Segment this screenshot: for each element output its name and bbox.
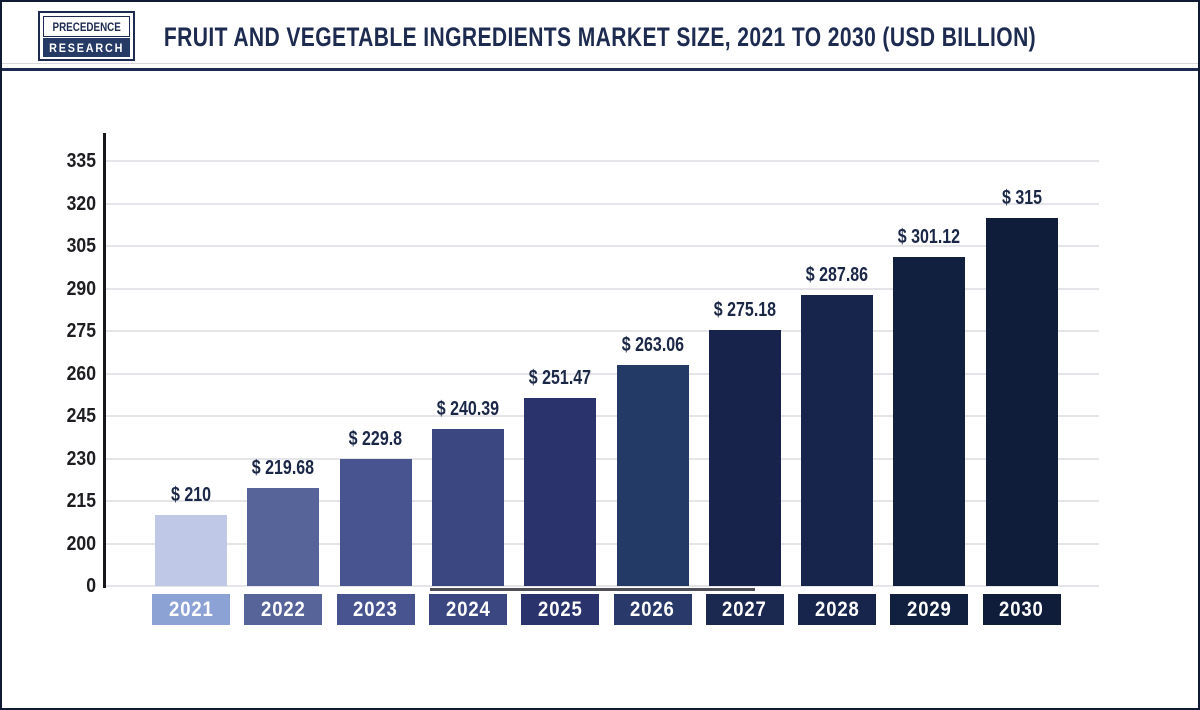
bar-value-2029: $ 301.12 [859, 227, 999, 247]
bar-value-text-2023: $ 229.8 [348, 428, 403, 451]
bar-value-2022: $ 219.68 [213, 458, 353, 478]
x-category-text-2021: 2021 [168, 597, 214, 621]
x-category-2022: 2022 [244, 594, 323, 625]
bar-value-2027: $ 275.18 [675, 300, 815, 320]
bar-value-text-2025: $ 251.47 [529, 366, 592, 389]
gridline-230 [106, 457, 1099, 460]
gridline-335 [106, 160, 1099, 162]
y-tick-label-245: 245 [66, 405, 96, 427]
gridline-305 [106, 245, 1099, 247]
gridline-200 [106, 542, 1099, 545]
logo-text-research: RESEARCH [48, 40, 125, 55]
bar-value-2030: $ 315 [952, 188, 1092, 208]
x-category-2024: 2024 [428, 594, 507, 625]
bar-2027 [708, 330, 781, 586]
y-tick-label-215: 215 [66, 490, 96, 512]
bar-2029 [893, 256, 966, 586]
gridline-290 [106, 287, 1099, 290]
y-axis-line [103, 133, 106, 588]
y-tick-label-260: 260 [66, 362, 96, 385]
y-tick-label-0: 0 [86, 575, 96, 597]
x-category-text-2024: 2024 [445, 597, 491, 621]
logo-text-precedence: PRECEDENCE [52, 19, 121, 34]
y-tick-label-275: 275 [66, 320, 96, 342]
x-category-2026: 2026 [613, 594, 692, 625]
x-category-text-2026: 2026 [630, 597, 675, 621]
bar-value-text-2021: $ 210 [170, 484, 212, 507]
gridline-260 [106, 372, 1099, 375]
x-category-text-2025: 2025 [537, 597, 583, 621]
bar-2026 [616, 364, 689, 586]
bar-2022 [247, 487, 320, 586]
y-tick-label-335: 335 [66, 150, 96, 172]
gridline-245 [106, 415, 1099, 417]
x-category-text-2028: 2028 [814, 597, 860, 621]
gridline-320 [106, 202, 1099, 205]
bar-value-text-2028: $ 287.86 [805, 263, 869, 286]
y-tick-label-305: 305 [66, 235, 96, 257]
bar-value-2028: $ 287.86 [767, 265, 907, 285]
x-category-text-2029: 2029 [907, 597, 952, 621]
y-tick-label-320: 320 [66, 192, 96, 215]
bar-2025 [524, 397, 597, 586]
bar-2023 [339, 459, 412, 586]
bar-value-text-2022: $ 219.68 [252, 456, 315, 479]
bar-value-text-2024: $ 240.39 [436, 398, 500, 421]
bar-value-2026: $ 263.06 [583, 335, 723, 355]
bar-value-text-2030: $ 315 [1001, 186, 1042, 209]
bar-2021 [155, 515, 227, 586]
gridline-275 [106, 330, 1099, 332]
bar-value-text-2027: $ 275.18 [713, 299, 776, 322]
x-category-2023: 2023 [336, 594, 415, 625]
bar-value-2021: $ 210 [121, 485, 261, 505]
precedence-research-logo: PRECEDENCE RESEARCH [38, 11, 135, 61]
bar-value-2024: $ 240.39 [398, 399, 538, 419]
y-tick-label-290: 290 [66, 277, 96, 300]
x-category-text-2022: 2022 [260, 597, 306, 621]
bar-value-2025: $ 251.47 [490, 368, 630, 388]
bar-value-text-2029: $ 301.12 [898, 225, 961, 248]
gridline-215 [106, 500, 1099, 502]
header-faint-divider [2, 63, 1198, 64]
x-category-2025: 2025 [521, 594, 600, 625]
bar-2024 [431, 429, 504, 586]
page-title: FRUIT AND VEGETABLE INGREDIENTS MARKET S… [41, 22, 1159, 53]
y-tick-label-230: 230 [66, 447, 96, 470]
logo-line-precedence: PRECEDENCE [43, 16, 130, 37]
x-category-text-2030: 2030 [999, 597, 1045, 621]
x-category-2028: 2028 [798, 594, 877, 625]
bar-2030 [985, 217, 1058, 586]
logo-line-research: RESEARCH [43, 38, 130, 57]
x-category-2027: 2027 [705, 594, 784, 625]
x-category-2030: 2030 [982, 594, 1061, 625]
x-category-text-2023: 2023 [353, 597, 398, 621]
x-axis-underline-segment [430, 588, 755, 591]
page-title-text: FRUIT AND VEGETABLE INGREDIENTS MARKET S… [163, 22, 1037, 52]
header: PRECEDENCE RESEARCH FRUIT AND VEGETABLE … [2, 2, 1198, 71]
y-tick-label-200: 200 [66, 532, 96, 555]
x-category-2021: 2021 [152, 594, 230, 625]
bar-2028 [801, 294, 874, 586]
bar-value-2023: $ 229.8 [306, 429, 446, 449]
x-category-2029: 2029 [890, 594, 969, 625]
x-category-text-2027: 2027 [722, 597, 768, 621]
gridline-0 [106, 585, 1099, 587]
bar-value-text-2026: $ 263.06 [621, 333, 684, 356]
